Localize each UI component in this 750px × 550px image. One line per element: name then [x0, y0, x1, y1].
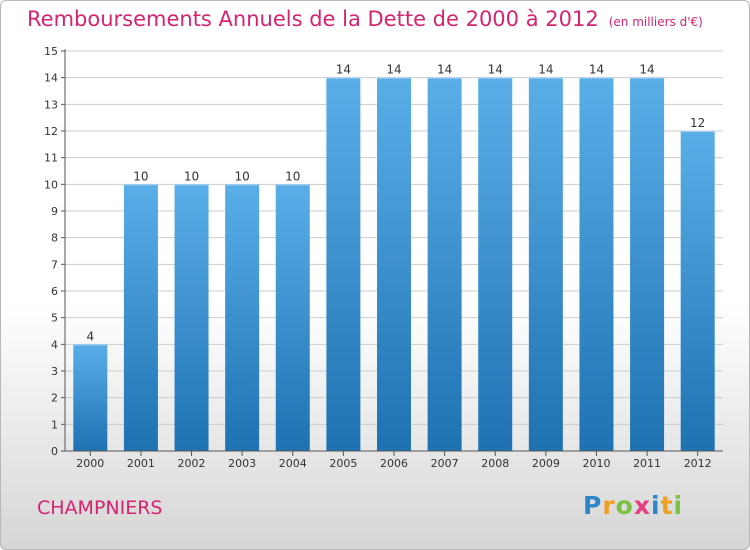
bar	[377, 77, 411, 452]
y-tick-label: 15	[44, 45, 58, 58]
x-tick-label: 2001	[127, 457, 155, 470]
x-tick-label: 2010	[582, 457, 610, 470]
bar	[275, 184, 310, 452]
logo-letter: r	[602, 491, 616, 520]
data-label: 12	[690, 116, 705, 130]
bar	[478, 77, 513, 452]
data-label: 14	[538, 63, 553, 77]
logo-letter: i	[651, 491, 661, 520]
x-tick-label: 2002	[178, 457, 206, 470]
y-tick-label: 7	[51, 258, 58, 271]
data-label: 10	[184, 169, 199, 183]
y-tick-label: 9	[51, 205, 58, 218]
y-tick-label: 13	[44, 98, 58, 111]
data-label: 14	[336, 63, 351, 77]
x-tick-label: 2012	[684, 457, 712, 470]
y-tick-label: 11	[44, 152, 58, 165]
data-label: 14	[437, 63, 452, 77]
location-label: CHAMPNIERS	[37, 497, 163, 519]
y-tick-label: 5	[51, 312, 58, 325]
y-tick-label: 4	[51, 338, 58, 351]
logo-letter: x	[633, 491, 651, 520]
bar	[225, 184, 260, 452]
chart-title-main: Remboursements Annuels de la Dette de 20…	[27, 7, 599, 31]
chart-title: Remboursements Annuels de la Dette de 20…	[27, 7, 703, 31]
bar	[73, 344, 108, 451]
data-label: 10	[285, 169, 300, 183]
x-tick-label: 2011	[633, 457, 661, 470]
x-tick-label: 2000	[76, 457, 104, 470]
x-tick-label: 2003	[228, 457, 256, 470]
logo-letter: t	[660, 491, 674, 520]
logo-letter: P	[583, 491, 603, 520]
y-tick-label: 8	[51, 232, 58, 245]
bars: 4 10 10 10 10 14 14 14 14 14 14 14 12	[73, 63, 715, 452]
bar	[528, 77, 563, 452]
data-label: 10	[133, 169, 148, 183]
bar	[123, 184, 158, 452]
y-tick-label: 3	[51, 365, 58, 378]
data-label: 14	[639, 63, 654, 77]
y-tick-label: 12	[44, 125, 58, 138]
bar	[326, 77, 361, 452]
data-label: 14	[386, 63, 401, 77]
y-tick-label: 1	[51, 418, 58, 431]
logo-letter: o	[615, 491, 634, 520]
bar	[427, 77, 462, 452]
bar	[680, 131, 715, 451]
proxiti-logo: Proxiti	[583, 491, 683, 520]
x-tick-label: 2005	[329, 457, 357, 470]
x-tick-label: 2007	[431, 457, 459, 470]
x-tick-label: 2004	[279, 457, 307, 470]
logo-letter: i	[673, 491, 684, 520]
data-label: 14	[488, 63, 503, 77]
x-tick-label: 2006	[380, 457, 408, 470]
data-label: 14	[589, 63, 604, 77]
data-label: 4	[86, 329, 94, 343]
y-tick-label: 6	[51, 285, 58, 298]
y-tick-label: 2	[51, 392, 58, 405]
data-label: 10	[235, 169, 250, 183]
y-tick-label: 14	[44, 72, 58, 85]
chart-unit-note: (en milliers d'€)	[608, 15, 703, 29]
bar	[630, 77, 665, 452]
x-tick-label: 2009	[532, 457, 560, 470]
y-tick-label: 10	[44, 178, 58, 191]
y-tick-label: 0	[51, 445, 58, 458]
bar	[579, 77, 614, 452]
x-tick-label: 2008	[481, 457, 509, 470]
bar	[174, 184, 209, 452]
